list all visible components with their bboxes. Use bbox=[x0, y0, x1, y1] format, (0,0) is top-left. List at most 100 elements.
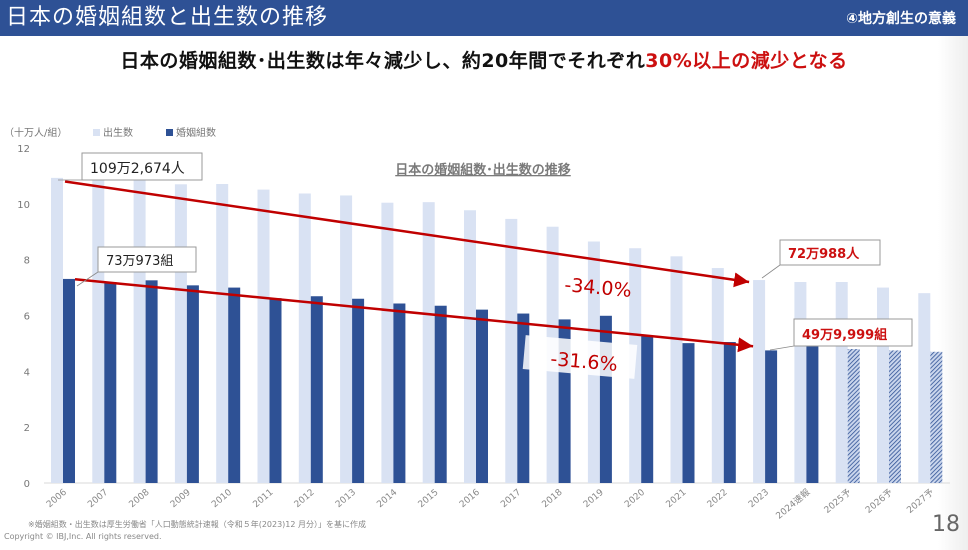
x-tick-label: 2013 bbox=[334, 488, 358, 510]
x-tick-label: 2007 bbox=[86, 488, 110, 510]
callout-leader-line bbox=[769, 345, 795, 351]
x-tick-label: 2012 bbox=[293, 488, 317, 510]
callout-box bbox=[97, 246, 197, 273]
bar-births bbox=[174, 184, 187, 483]
births-decline-label: -34.0% bbox=[564, 274, 633, 302]
bar-births bbox=[877, 287, 889, 483]
x-tick-label: 2025予 bbox=[822, 487, 854, 516]
page-title: 日本の婚姻組数と出生数の推移 bbox=[6, 5, 329, 30]
bar-births bbox=[711, 268, 724, 483]
legend-label-marriages: 婚姻組数 bbox=[176, 126, 216, 139]
bar-marriages bbox=[310, 296, 323, 483]
x-tick-label: 2018 bbox=[541, 487, 565, 510]
trend-arrow-births bbox=[64, 180, 750, 288]
callout-leader-line bbox=[761, 264, 781, 279]
bar-births bbox=[505, 218, 518, 484]
x-tick-label: 2011 bbox=[251, 488, 275, 510]
bar-births bbox=[670, 256, 683, 483]
header-bar: 日本の婚姻組数と出生数の推移 ④地方創生の意義 bbox=[0, 0, 968, 36]
y-tick-label: 2 bbox=[24, 423, 30, 434]
x-tick-label: 2010 bbox=[210, 487, 234, 510]
x-tick-label: 2019 bbox=[582, 487, 606, 510]
x-tick-label: 2017 bbox=[499, 488, 523, 510]
bar-births bbox=[464, 210, 476, 484]
bar-marriages bbox=[641, 336, 654, 483]
bar-births bbox=[92, 178, 105, 484]
headline-highlight: 30%以上の減少となる bbox=[645, 50, 848, 72]
bar-marriages bbox=[599, 315, 612, 483]
bar-marriages bbox=[806, 343, 819, 483]
x-tick-label: 2026予 bbox=[863, 487, 895, 516]
callout-box bbox=[793, 318, 913, 347]
x-axis: 2006 2007 2008 2009 2010 2011 2012 2013 2014 2015… bbox=[45, 487, 936, 522]
bar-marriages-projected bbox=[930, 351, 943, 483]
legend-swatch-marriages bbox=[166, 129, 173, 136]
bar-marriages bbox=[682, 343, 695, 483]
bar-births bbox=[753, 280, 766, 483]
y-axis-unit-label: （十万人/組） bbox=[4, 126, 67, 139]
bar-births bbox=[381, 202, 394, 483]
y-tick-label: 0 bbox=[24, 479, 30, 490]
y-tick-label: 10 bbox=[17, 200, 30, 211]
x-tick-label: 2014 bbox=[375, 487, 399, 510]
x-tick-label: 2016 bbox=[458, 487, 482, 510]
bar-marriages bbox=[145, 280, 158, 483]
callout-box bbox=[779, 239, 881, 266]
bar-marriages bbox=[723, 342, 736, 483]
trend-arrow-marriages bbox=[74, 277, 754, 353]
bar-marriages bbox=[104, 282, 117, 483]
legend: 出生数 婚姻組数 bbox=[93, 126, 216, 139]
bar-births bbox=[340, 195, 353, 484]
headline: 日本の婚姻組数･出生数は年々減少し、約20年間でそれぞれ30%以上の減少となる bbox=[0, 46, 968, 73]
marriages-decline-bg bbox=[522, 335, 638, 379]
bar-marriages bbox=[476, 309, 488, 483]
bar-births bbox=[298, 193, 311, 484]
x-tick-label: 2022 bbox=[706, 488, 730, 510]
x-tick-label: 2008 bbox=[128, 487, 152, 510]
y-tick-label: 4 bbox=[24, 367, 30, 378]
bar-births bbox=[794, 282, 807, 483]
y-tick-label: 12 bbox=[17, 144, 30, 155]
bar-births bbox=[257, 189, 270, 484]
bar-marriages bbox=[352, 298, 365, 483]
footnote: ※婚姻組数・出生数は厚生労働省「人口動態統計速報（令和５年(2023)12 月分… bbox=[28, 520, 367, 529]
callout-leader-line bbox=[76, 271, 99, 287]
bar-marriages bbox=[269, 298, 282, 483]
section-label: ④地方創生の意義 bbox=[846, 11, 956, 27]
callout-label: 109万2,674人 bbox=[90, 161, 185, 177]
y-tick-label: 8 bbox=[24, 256, 30, 267]
x-tick-label: 2023 bbox=[747, 488, 771, 510]
bar-marriages-projected bbox=[889, 350, 901, 483]
legend-swatch-births bbox=[93, 129, 100, 136]
x-tick-label: 2006 bbox=[45, 487, 69, 510]
bar-births bbox=[51, 177, 63, 483]
x-tick-label: 2021 bbox=[664, 488, 688, 510]
x-tick-label: 2024速報 bbox=[774, 487, 812, 522]
bar-marriages bbox=[228, 287, 241, 483]
bar-births bbox=[918, 293, 931, 483]
copyright: Copyright © IBJ,Inc. All rights reserved… bbox=[4, 532, 162, 541]
bar-births bbox=[422, 202, 435, 484]
callout-label: 49万9,999組 bbox=[802, 327, 887, 343]
bar-marriages-projected bbox=[847, 349, 860, 483]
legend-label-births: 出生数 bbox=[103, 126, 133, 139]
bar-marriages bbox=[63, 278, 75, 483]
bar-births bbox=[216, 184, 229, 483]
chart-title: 日本の婚姻組数･出生数の推移 bbox=[395, 162, 571, 178]
headline-text: 日本の婚姻組数･出生数は年々減少し、約20年間でそれぞれ bbox=[120, 50, 646, 72]
bar-births bbox=[835, 282, 848, 483]
bar-marriages bbox=[393, 303, 406, 483]
bar-marriages bbox=[186, 285, 199, 483]
x-tick-label: 2020 bbox=[623, 487, 647, 510]
callout-label: 72万988人 bbox=[788, 246, 860, 262]
bar-marriages bbox=[765, 350, 778, 483]
right-edge-shade bbox=[938, 36, 968, 550]
callout-box bbox=[81, 152, 203, 181]
page-number: 18 bbox=[932, 512, 960, 537]
bar-marriages bbox=[434, 305, 447, 483]
y-tick-label: 6 bbox=[24, 312, 30, 323]
bar-births bbox=[133, 178, 146, 483]
x-tick-label: 2015 bbox=[417, 488, 441, 510]
